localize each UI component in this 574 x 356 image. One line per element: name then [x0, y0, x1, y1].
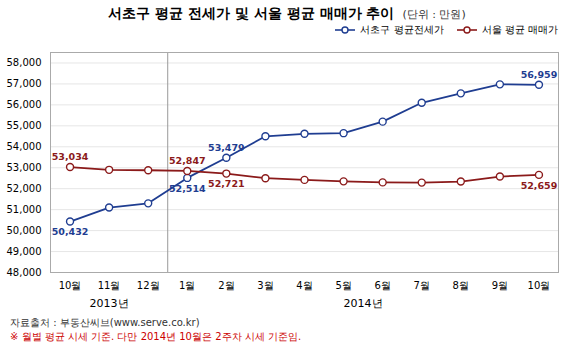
svg-text:10월: 10월	[528, 280, 551, 291]
svg-text:51,000: 51,000	[7, 204, 42, 215]
svg-text:6월: 6월	[374, 280, 390, 291]
svg-text:49,000: 49,000	[7, 246, 42, 257]
svg-text:50,000: 50,000	[7, 225, 42, 236]
svg-text:52,721: 52,721	[208, 178, 245, 189]
svg-text:11월: 11월	[98, 280, 121, 291]
svg-text:52,000: 52,000	[7, 183, 42, 194]
svg-text:56,000: 56,000	[7, 99, 42, 110]
svg-text:53,000: 53,000	[7, 162, 42, 173]
svg-text:2월: 2월	[218, 280, 234, 291]
svg-text:12월: 12월	[137, 280, 160, 291]
svg-text:58,000: 58,000	[7, 57, 42, 68]
svg-text:1월: 1월	[179, 280, 195, 291]
svg-text:7월: 7월	[414, 280, 430, 291]
svg-text:52,514: 52,514	[169, 183, 206, 194]
svg-text:8월: 8월	[453, 280, 469, 291]
html-text:서초구 평균 전세가 및 서울 평균 매매가 추이: 서초구 평균 전세가 및 서울 평균 매매가 추이	[108, 5, 395, 21]
svg-text:2014년: 2014년	[344, 297, 383, 310]
html-text:(단위 : 만원): (단위 : 만원)	[402, 8, 466, 21]
svg-text:54,000: 54,000	[7, 141, 42, 152]
svg-text:56,959: 56,959	[521, 69, 558, 80]
svg-text:9월: 9월	[492, 280, 508, 291]
svg-text:52,847: 52,847	[169, 155, 206, 166]
html-text:서울 평균 매매가: 서울 평균 매매가	[481, 24, 558, 35]
svg-text:2013년: 2013년	[90, 297, 129, 310]
svg-text:57,000: 57,000	[7, 78, 42, 89]
svg-text:3월: 3월	[257, 280, 273, 291]
svg-text:50,432: 50,432	[52, 226, 89, 237]
svg-text:55,000: 55,000	[7, 120, 42, 131]
svg-text:53,034: 53,034	[52, 151, 89, 162]
svg-text:4월: 4월	[296, 280, 312, 291]
svg-text:53,479: 53,479	[208, 142, 245, 153]
svg-text:52,659: 52,659	[521, 180, 558, 191]
svg-text:48,000: 48,000	[7, 267, 42, 278]
html-text:※ 월별 평균 시세 기준. 다만 2014년 10월은 2: ※ 월별 평균 시세 기준. 다만 2014년 10월은 2주차 시세 기준임.	[10, 331, 302, 342]
svg-text:10월: 10월	[59, 280, 82, 291]
html-text:자료출처 : 부동산씨브(www.serve.co.kr): 자료출처 : 부동산씨브(www.serve.co.kr)	[10, 317, 200, 328]
html-text:서초구 평균전세가: 서초구 평균전세가	[360, 24, 444, 35]
svg-text:5월: 5월	[335, 280, 351, 291]
